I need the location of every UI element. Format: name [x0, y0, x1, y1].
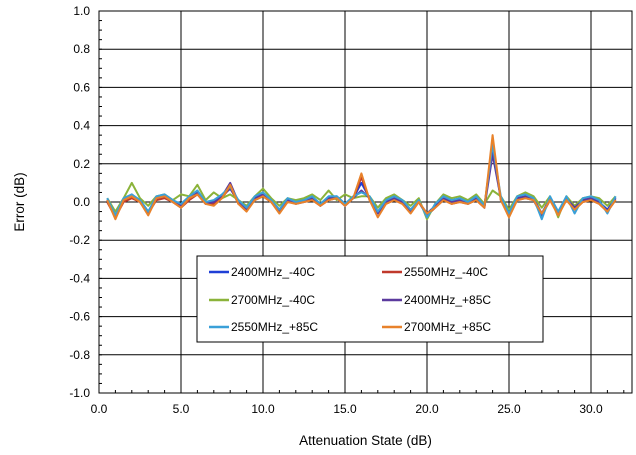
y-tick-label: 0.0 [73, 195, 90, 209]
y-tick-label: 0.8 [73, 42, 90, 56]
x-tick-label: 0.0 [91, 402, 108, 416]
x-tick-label: 20.0 [415, 402, 439, 416]
legend: 2400MHz_-40C 2550MHz_-40C 2700MHz_-40C 2400… [196, 255, 544, 343]
y-tick-label: -0.6 [69, 310, 90, 324]
series-line [106, 134, 617, 221]
legend-label: 2400MHz_+85C [404, 293, 491, 307]
legend-label: 2700MHz_-40C [231, 293, 315, 307]
y-tick-label: -0.4 [69, 271, 90, 285]
y-tick-label: 0.6 [73, 80, 90, 94]
y-tick-label: -0.8 [69, 348, 90, 362]
y-tick-label: -0.2 [69, 233, 90, 247]
x-axis-title: Attenuation State (dB) [299, 433, 432, 448]
ticks: 0.0 5.0 10.0 15.0 20.0 25.0 30.0 -1.0 -0.8 -0.6 -0… [69, 4, 625, 416]
x-tick-label: 15.0 [333, 402, 357, 416]
x-tick-label: 25.0 [497, 402, 521, 416]
legend-label: 2550MHz_-40C [404, 265, 488, 279]
series-line [106, 181, 617, 221]
legend-label: 2550MHz_+85C [231, 320, 318, 334]
series-layer [106, 134, 617, 221]
legend-box [196, 255, 544, 343]
legend-label: 2400MHz_-40C [231, 265, 315, 279]
series-line [106, 143, 617, 221]
y-axis-title: Error (dB) [12, 172, 27, 231]
x-tick-label: 10.0 [251, 402, 275, 416]
x-tick-label: 30.0 [579, 402, 603, 416]
legend-label: 2700MHz_+85C [404, 320, 491, 334]
y-tick-label: 0.2 [73, 157, 90, 171]
y-tick-label: 1.0 [73, 4, 90, 18]
y-tick-label: 0.4 [73, 119, 90, 133]
x-tick-label: 5.0 [173, 402, 190, 416]
y-tick-label: -1.0 [69, 386, 90, 400]
